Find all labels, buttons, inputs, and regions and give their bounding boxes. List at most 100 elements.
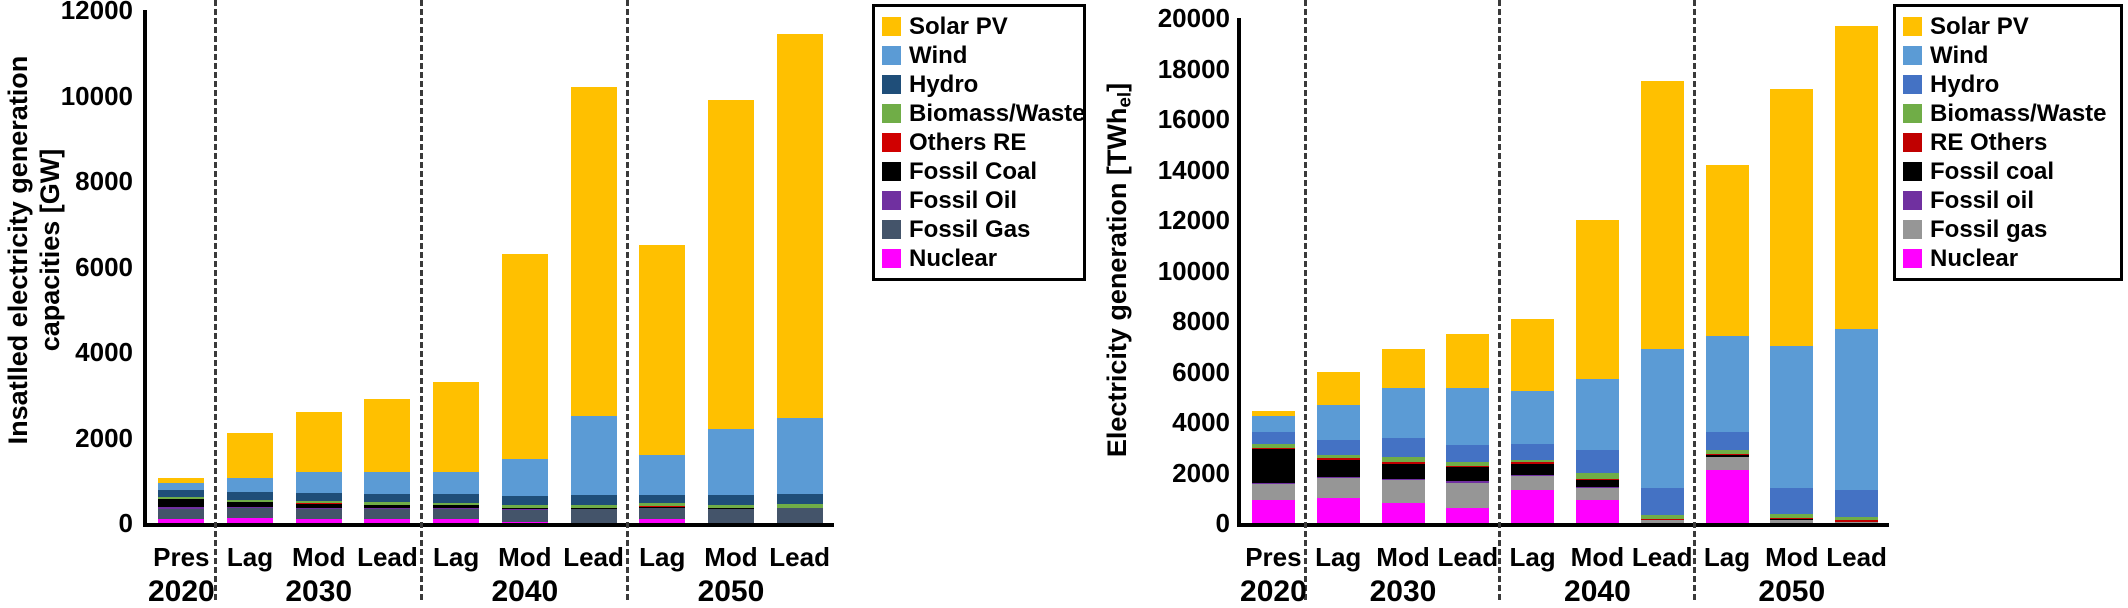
bar-segment-fossil-gas — [776, 508, 823, 523]
bar-segment-wind — [707, 429, 754, 496]
bar-segment-nuclear — [227, 518, 274, 523]
x-category-label: Mod — [1376, 542, 1430, 572]
bar-segment-fossil-gas — [1251, 483, 1295, 501]
bar-segment-biomass-waste — [433, 502, 480, 506]
group-separator-line — [419, 0, 423, 600]
legend-item-label: Hydro — [909, 71, 979, 98]
bar-segment-solar-pv — [1575, 220, 1619, 380]
bar-segment-wind — [158, 482, 205, 490]
legend-item: Fossil Oil — [882, 186, 1076, 215]
bar-segment-solar-pv — [364, 399, 411, 472]
x-year-label: 2040 — [491, 575, 559, 608]
bar-segment-fossil-oil — [227, 507, 274, 509]
bar-segment-wind — [1835, 328, 1879, 491]
legend-item: Fossil gas — [1903, 215, 2113, 244]
bar-segment-nuclear — [1705, 469, 1749, 523]
bar-segment-solar-pv — [776, 33, 823, 419]
legend-item: Solar PV — [1903, 12, 2113, 41]
bar-segment-fossil-gas — [295, 508, 342, 519]
bar-segment-fossil-gas — [1705, 457, 1749, 470]
bar-segment-biomass-waste — [1575, 472, 1619, 479]
x-category-label: Lag — [1315, 542, 1362, 572]
bar-segment-solar-pv — [227, 433, 274, 479]
y-tick-label: 2000 — [1172, 457, 1230, 488]
bar-pres-0 — [158, 478, 205, 523]
legend-item: Nuclear — [1903, 244, 2113, 273]
bar-segment-solar-pv — [1835, 25, 1879, 329]
y-tick-label: 6000 — [1172, 356, 1230, 387]
bar-segment-fossil-oil — [1511, 475, 1555, 477]
bar-segment-biomass-waste — [501, 504, 548, 508]
bar-segment-solar-pv — [295, 411, 342, 472]
bar-segment-fossil-oil — [433, 508, 480, 509]
y-tick-label: 4000 — [75, 337, 133, 367]
x-category-label: Mod — [704, 542, 758, 572]
bar-segment-solar-pv — [1381, 348, 1425, 388]
bar-segment-nuclear — [1251, 500, 1295, 523]
legend-item-label: Biomass/Waste — [1930, 100, 2107, 127]
legend-swatch-fossil-gas — [1903, 220, 1922, 239]
bar-segment-fossil-coal — [639, 506, 686, 509]
legend: Solar PV Wind Hydro Biomass/Waste RE Others F… — [1893, 4, 2123, 281]
x-category-label: Pres — [153, 542, 210, 572]
legend-item-label: Hydro — [1930, 71, 2000, 98]
bar-segment-fossil-oil — [1251, 482, 1295, 484]
bar-segment-wind — [227, 478, 274, 492]
bar-segment-re-others — [1381, 462, 1425, 464]
bar-segment-nuclear — [1381, 502, 1425, 523]
legend-swatch-re-others — [1903, 133, 1922, 152]
bar-segment-fossil-gas — [1770, 520, 1814, 523]
bar-segment-hydro — [776, 493, 823, 504]
bar-segment-solar-pv — [1640, 81, 1684, 349]
generation-plot-area — [1237, 18, 1889, 527]
bar-mod-8 — [1770, 88, 1814, 523]
legend-swatch-fossil-oil — [882, 191, 901, 210]
bar-segment-fossil-oil — [1705, 456, 1749, 458]
x-category-label: Lead — [1631, 542, 1693, 572]
bar-segment-hydro — [227, 491, 274, 500]
bar-segment-re-others — [1511, 462, 1555, 464]
bar-segment-re-others — [1251, 448, 1295, 449]
y-tick-label: 0 — [1215, 508, 1230, 538]
legend-item: Fossil Gas — [882, 215, 1076, 244]
bar-segment-solar-pv — [1251, 410, 1295, 417]
y-tick-label: 18000 — [1157, 53, 1230, 84]
bar-segment-biomass-waste — [707, 504, 754, 509]
bar-segment-fossil-gas — [1381, 480, 1425, 503]
legend: Solar PV Wind Hydro Biomass/Waste Others RE F… — [872, 4, 1086, 281]
x-year-label: 2040 — [1564, 575, 1631, 608]
group-separator-line — [625, 0, 629, 600]
bar-segment-re-others — [1446, 466, 1490, 468]
bar-segment-re-others — [1835, 520, 1879, 522]
legend-swatch-nuclear — [882, 249, 901, 268]
x-year-label: 2030 — [285, 575, 353, 608]
bar-segment-biomass-waste — [1251, 444, 1295, 449]
legend-item-label: Fossil gas — [1930, 216, 2048, 243]
y-tick-label: 10000 — [1157, 255, 1230, 286]
y-tick-label: 8000 — [1172, 306, 1230, 336]
bar-segment-re-others — [1705, 453, 1749, 455]
bar-segment-fossil-coal — [1770, 519, 1814, 521]
bar-segment-biomass-waste — [570, 504, 617, 509]
legend-swatch-fossil-coal — [1903, 162, 1922, 181]
group-separator-line — [1498, 0, 1502, 600]
bar-segment-fossil-gas — [707, 508, 754, 523]
bar-segment-nuclear — [1575, 500, 1619, 523]
x-year-label: 2020 — [147, 575, 215, 608]
bar-segment-fossil-coal — [227, 502, 274, 508]
bar-segment-solar-pv — [707, 99, 754, 430]
bar-lag-4 — [1511, 318, 1555, 523]
bar-mod-5 — [501, 253, 548, 523]
x-category-label: Lead — [769, 542, 830, 572]
bar-segment-biomass-waste — [227, 499, 274, 502]
legend-item: Biomass/Waste — [1903, 99, 2113, 128]
bar-segment-solar-pv — [433, 381, 480, 472]
bar-segment-nuclear — [1316, 497, 1360, 523]
bar-lag-7 — [1705, 164, 1749, 523]
bar-segment-fossil-gas — [1316, 477, 1360, 498]
x-category-label: Mod — [292, 542, 346, 572]
group-separator-line — [1692, 0, 1696, 600]
bar-segment-solar-pv — [639, 245, 686, 455]
bar-segment-fossil-gas — [1511, 476, 1555, 491]
bar-segment-nuclear — [1511, 490, 1555, 523]
